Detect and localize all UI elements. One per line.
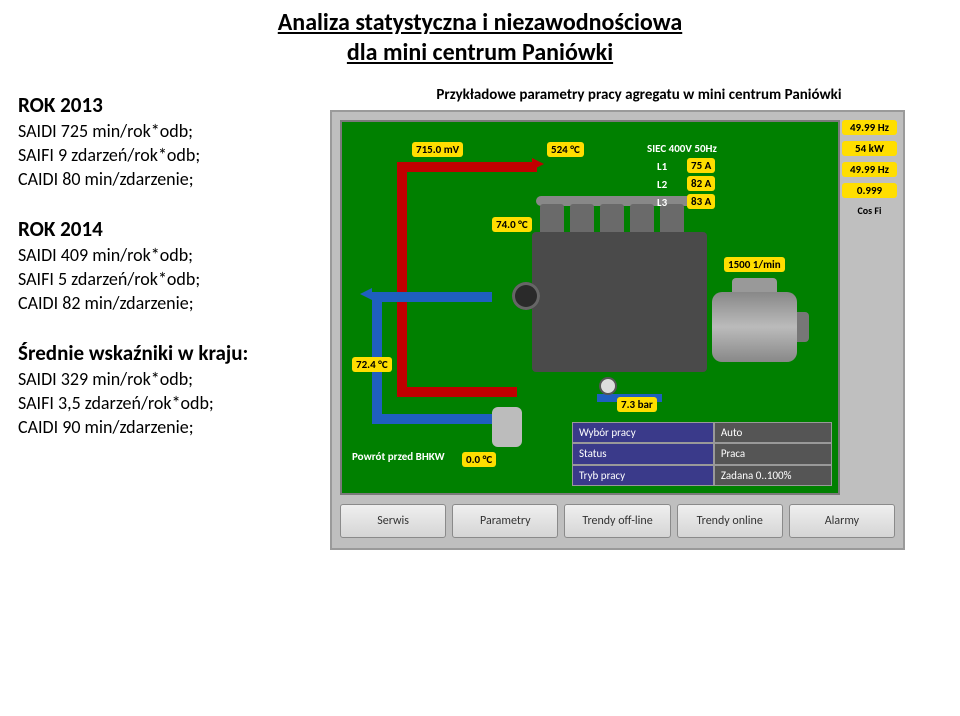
grid-l3: 83 A [687, 194, 715, 209]
hmi-side-column: 49.99 Hz 54 kW 49.99 Hz 0.999 Cos Fi [842, 120, 897, 217]
buffer-tank [492, 407, 522, 447]
hmi-panel: 715.0 mV 524 °C 74.0 °C 72.4 °C 7.3 bar … [330, 110, 905, 550]
grid-header: SIEC 400V 50Hz [647, 142, 717, 155]
grid-l1-label: L1 [657, 160, 667, 173]
stats-column: ROK 2013SAIDI 725 min/rok*odb;SAIFI 9 zd… [0, 86, 330, 550]
engine-cylinder [570, 204, 594, 232]
cosfi-label: Cos Fi [842, 204, 897, 217]
engine-cylinder [600, 204, 624, 232]
stats-heading: Średnie wskaźniki w kraju: [18, 340, 322, 366]
grid-l3-label: L3 [657, 196, 667, 209]
hmi-nav-button[interactable]: Parametry [452, 504, 558, 538]
readout-ret: 0.0 °C [462, 452, 496, 467]
generator [712, 292, 797, 362]
generator-shaft [797, 312, 809, 342]
readout-pbar: 7.3 bar [617, 397, 657, 412]
pipe-hot [397, 162, 537, 172]
pipe-hot [397, 162, 407, 392]
stats-line: CAIDI 90 min/zdarzenie; [18, 416, 322, 438]
readout-kw: 54 kW [842, 141, 897, 156]
readout-cosfi: 0.999 [842, 183, 897, 198]
title-line-1: Analiza statystyczna i niezawodnościowa [278, 8, 682, 37]
readout-hz2: 49.99 Hz [842, 162, 897, 177]
stats-line: CAIDI 80 min/zdarzenie; [18, 168, 322, 190]
stats-block: ROK 2013SAIDI 725 min/rok*odb;SAIFI 9 zd… [18, 92, 322, 190]
readout-rpm: 1500 1/min [724, 257, 785, 272]
flow-arrow-cold [360, 288, 372, 300]
status-value: Auto [714, 422, 832, 443]
hmi-nav-button[interactable]: Trendy online [677, 504, 783, 538]
status-key: Wybór pracy [572, 422, 714, 443]
hmi-scada-area: 715.0 mV 524 °C 74.0 °C 72.4 °C 7.3 bar … [340, 120, 840, 495]
engine-cylinder [540, 204, 564, 232]
grid-l1: 75 A [687, 158, 715, 173]
stats-line: SAIFI 9 zdarzeń/rok*odb; [18, 144, 322, 166]
hmi-nav-button[interactable]: Serwis [340, 504, 446, 538]
stats-heading: ROK 2013 [18, 92, 322, 118]
hmi-caption: Przykładowe parametry pracy agregatu w m… [330, 86, 948, 104]
stats-line: CAIDI 82 min/zdarzenie; [18, 292, 322, 314]
status-key: Status [572, 443, 714, 464]
return-label: Powrót przed BHKW [352, 450, 445, 463]
stats-block: Średnie wskaźniki w kraju:SAIDI 329 min/… [18, 340, 322, 438]
title-line-2: dla mini centrum Paniówki [347, 38, 613, 67]
readout-mv: 715.0 mV [412, 142, 463, 157]
grid-l2-label: L2 [657, 178, 667, 191]
stats-line: SAIDI 329 min/rok*odb; [18, 368, 322, 390]
page-title: Analiza statystyczna i niezawodnościowa … [0, 0, 960, 68]
status-table: Wybór pracy Auto Status Praca Tryb pracy… [572, 422, 832, 486]
engine-block [532, 232, 707, 372]
readout-hz: 49.99 Hz [842, 120, 897, 135]
readout-t-top: 74.0 °C [492, 217, 532, 232]
pipe-cold [372, 292, 492, 302]
stats-line: SAIDI 725 min/rok*odb; [18, 120, 322, 142]
hmi-nav-button[interactable]: Trendy off-line [564, 504, 670, 538]
status-value: Zadana 0..100% [714, 465, 832, 486]
hmi-button-row: SerwisParametryTrendy off-lineTrendy onl… [340, 504, 895, 538]
hmi-nav-button[interactable]: Alarmy [789, 504, 895, 538]
readout-t-left: 72.4 °C [352, 357, 392, 372]
stats-heading: ROK 2014 [18, 216, 322, 242]
pressure-gauge-icon [599, 377, 617, 395]
readout-amb: 524 °C [547, 142, 584, 157]
flow-arrow-hot [532, 158, 544, 170]
hmi-column: Przykładowe parametry pracy agregatu w m… [330, 86, 960, 550]
pipe-hot [397, 387, 517, 397]
grid-l2: 82 A [687, 176, 715, 191]
stats-line: SAIDI 409 min/rok*odb; [18, 244, 322, 266]
status-key: Tryb pracy [572, 465, 714, 486]
stats-line: SAIFI 3,5 zdarzeń/rok*odb; [18, 392, 322, 414]
stats-line: SAIFI 5 zdarzeń/rok*odb; [18, 268, 322, 290]
engine-pulley [512, 282, 540, 310]
engine-cylinder [630, 204, 654, 232]
stats-block: ROK 2014SAIDI 409 min/rok*odb;SAIFI 5 zd… [18, 216, 322, 314]
status-value: Praca [714, 443, 832, 464]
generator-terminal [732, 278, 777, 292]
